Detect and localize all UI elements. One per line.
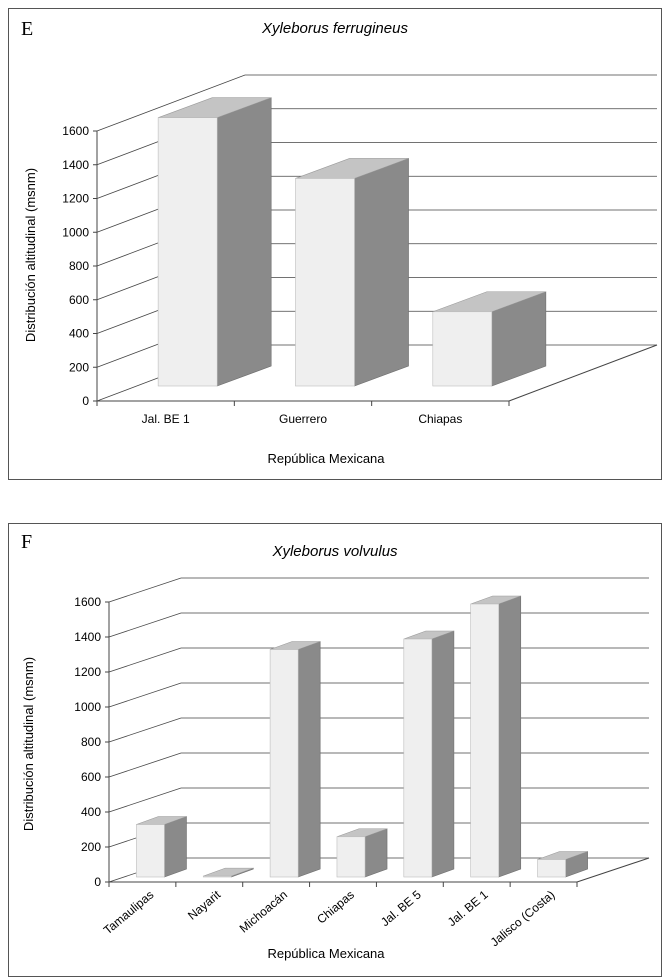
x-tick-label: Chiapas: [418, 412, 462, 426]
floor-edge: [576, 857, 650, 883]
chart-e-xlabel: República Mexicana: [267, 451, 385, 466]
x-tick-label: Chiapas: [314, 888, 357, 927]
bar: [136, 824, 165, 878]
bar: [336, 836, 366, 878]
bar: [295, 178, 355, 387]
chart-panel-e: E Xyleborus ferrugineus República Mexica…: [8, 8, 662, 480]
chart-e-ylabel: Distribución altitudinal (msnm): [23, 168, 38, 342]
chart-e-title: Xyleborus ferrugineus: [261, 20, 408, 37]
bar: [470, 603, 500, 878]
x-tick-label: Jalisco (Costa): [488, 888, 558, 950]
chart-f-title: Xyleborus volvulus: [271, 543, 398, 560]
y-tick-label: 1600: [74, 595, 101, 609]
x-tick-label: Jal. BE 1: [142, 412, 190, 426]
gridline: [108, 612, 649, 638]
chart-e-svg: E Xyleborus ferrugineus República Mexica…: [21, 18, 658, 466]
bar: [269, 649, 299, 878]
gridline: [108, 752, 649, 778]
bar-side: [431, 630, 455, 878]
panel-letter-e: E: [21, 18, 33, 40]
chart-f-ylabel: Distribución altitudinal (msnm): [21, 657, 36, 831]
bar-side: [498, 595, 522, 878]
bar: [202, 875, 232, 878]
y-tick-label: 400: [69, 327, 89, 341]
y-tick-label: 1200: [62, 192, 89, 206]
bar: [403, 638, 433, 878]
bar-side: [164, 816, 187, 878]
bar: [537, 859, 566, 878]
y-tick-label: 400: [81, 805, 101, 819]
gridline: [108, 647, 649, 673]
gridline: [108, 787, 649, 813]
y-tick-label: 600: [81, 770, 101, 784]
y-tick-label: 1200: [74, 665, 101, 679]
y-tick-label: 1000: [62, 225, 89, 239]
y-tick-label: 1600: [62, 124, 89, 138]
y-tick-label: 200: [69, 360, 89, 374]
x-tick-label: Michoacán: [237, 888, 290, 936]
y-tick-label: 800: [69, 259, 89, 273]
chart-f-svg: F Xyleborus volvulus República Mexicana …: [21, 531, 650, 961]
bar: [157, 117, 218, 387]
bar-side: [364, 828, 388, 878]
x-tick-label: Nayarit: [185, 887, 224, 923]
bar-side: [297, 641, 321, 878]
y-tick-label: 600: [69, 293, 89, 307]
bar: [432, 311, 493, 387]
y-tick-label: 0: [82, 394, 89, 408]
gridline: [108, 682, 649, 708]
bar-side: [354, 158, 409, 387]
x-tick-label: Jal. BE 1: [445, 887, 491, 929]
y-tick-label: 1000: [74, 700, 101, 714]
bar-side: [216, 97, 272, 387]
chart-f-xlabel: República Mexicana: [267, 946, 385, 961]
y-tick-label: 0: [94, 875, 101, 889]
y-tick-label: 1400: [74, 630, 101, 644]
floor-edge: [508, 344, 658, 402]
x-tick-label: Tamaulipas: [101, 888, 157, 938]
gridline: [108, 717, 649, 743]
y-tick-label: 200: [81, 840, 101, 854]
y-tick-label: 1400: [62, 158, 89, 172]
y-tick-label: 800: [81, 735, 101, 749]
chart-panel-f: F Xyleborus volvulus República Mexicana …: [8, 523, 662, 977]
gridline: [108, 577, 649, 603]
bar-top: [203, 867, 254, 877]
panel-letter-f: F: [21, 531, 32, 553]
x-tick-label: Jal. BE 5: [378, 887, 424, 929]
x-tick-label: Guerrero: [279, 412, 327, 426]
gridline: [96, 74, 657, 132]
